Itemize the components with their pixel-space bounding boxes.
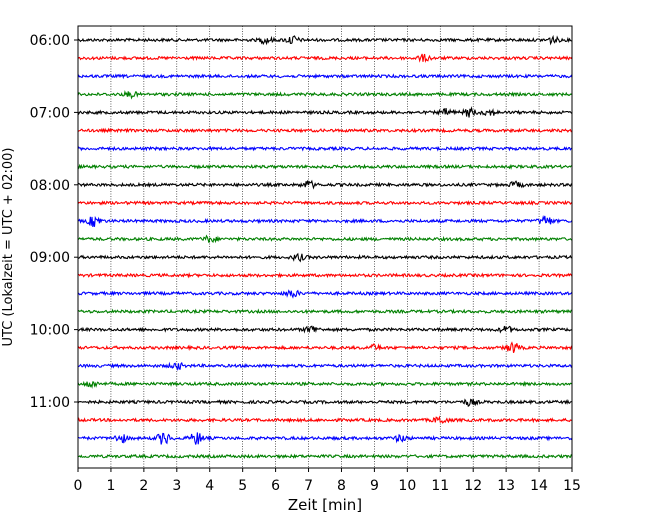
x-tick-label-6: 6 (271, 478, 280, 494)
trace-row-18 (77, 361, 573, 371)
y-tick-label-08:00: 08:00 (30, 178, 70, 194)
y-axis-label: UTC (Lokalzeit = UTC + 02:00) (1, 148, 16, 347)
x-tick-label-10: 10 (398, 478, 416, 494)
trace-row-0 (77, 34, 573, 46)
trace-row-7 (77, 163, 573, 170)
x-axis-label: Zeit [min] (288, 496, 362, 514)
trace-row-2 (77, 73, 573, 80)
trace-row-3 (77, 90, 573, 100)
seismogram-traces (77, 34, 573, 460)
x-axis: 0 1 2 3 4 5 6 7 8 9 10 11 12 13 14 15 (74, 468, 581, 494)
trace-row-17 (77, 341, 573, 353)
x-tick-label-0: 0 (74, 478, 83, 494)
x-grid (110, 26, 540, 468)
plot-frame (77, 25, 573, 469)
x-tick-label-4: 4 (205, 478, 214, 494)
x-tick-label-2: 2 (139, 478, 148, 494)
x-tick-label-8: 8 (337, 478, 346, 494)
x-tick-label-3: 3 (172, 478, 181, 494)
trace-row-20 (77, 398, 573, 407)
y-tick-label-07:00: 07:00 (30, 105, 70, 121)
y-axis: 06:00 07:00 08:00 09:00 10:00 11:00 (30, 33, 78, 411)
x-tick-label-15: 15 (563, 478, 581, 494)
trace-row-8 (77, 179, 573, 190)
x-tick-label-13: 13 (497, 478, 515, 494)
x-tick-label-12: 12 (464, 478, 482, 494)
y-tick-label-09:00: 09:00 (30, 250, 70, 266)
trace-row-23 (77, 453, 573, 460)
trace-row-4 (77, 106, 573, 118)
trace-row-19 (77, 380, 573, 389)
trace-row-13 (77, 272, 573, 279)
y-tick-label-06:00: 06:00 (30, 33, 70, 49)
trace-row-1 (77, 53, 573, 64)
trace-row-14 (77, 289, 573, 299)
trace-row-22 (77, 432, 573, 445)
x-tick-label-11: 11 (431, 478, 449, 494)
x-tick-label-7: 7 (304, 478, 313, 494)
trace-row-10 (77, 214, 573, 227)
x-tick-label-9: 9 (370, 478, 379, 494)
trace-row-21 (77, 415, 573, 424)
trace-row-9 (77, 199, 573, 206)
trace-row-12 (77, 252, 573, 263)
trace-row-16 (77, 325, 573, 334)
trace-row-15 (77, 308, 573, 315)
trace-row-11 (77, 234, 573, 244)
x-tick-label-1: 1 (106, 478, 115, 494)
trace-row-5 (77, 127, 573, 134)
y-tick-label-10:00: 10:00 (30, 323, 70, 339)
x-tick-label-14: 14 (530, 478, 548, 494)
y-tick-label-11:00: 11:00 (30, 395, 70, 411)
x-tick-label-5: 5 (238, 478, 247, 494)
trace-row-6 (77, 145, 573, 152)
